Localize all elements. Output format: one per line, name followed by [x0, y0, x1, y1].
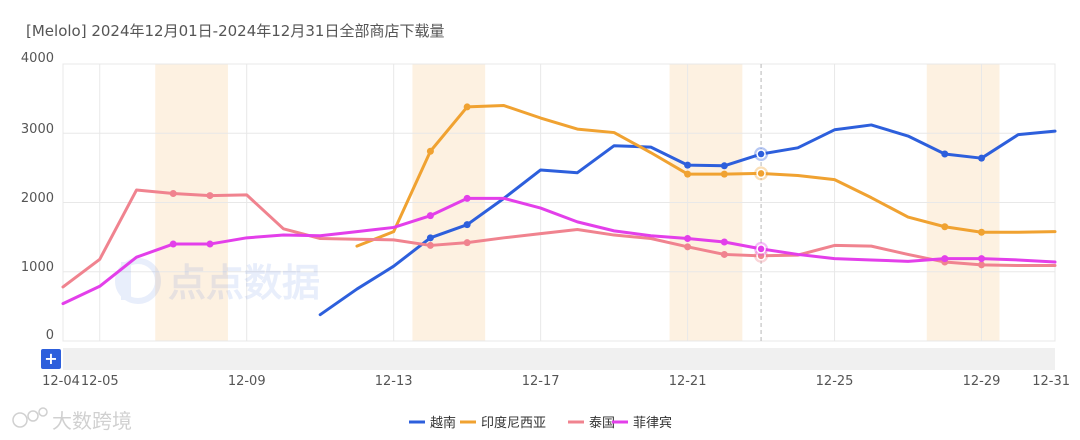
x-tick-label: 12-13: [375, 374, 413, 389]
data-point-indonesia[interactable]: [941, 223, 949, 231]
corner-logo-icon: [12, 407, 48, 428]
data-point-philippines[interactable]: [941, 255, 949, 263]
series-points: [169, 103, 986, 269]
legend-label-thailand[interactable]: 泰国: [589, 416, 615, 431]
data-point-philippines[interactable]: [463, 194, 471, 202]
x-tick-label: 12-05: [81, 374, 119, 389]
legend-label-indonesia[interactable]: 印度尼西亚: [481, 415, 546, 431]
series-line-philippines[interactable]: [61, 196, 1057, 306]
data-point-indonesia[interactable]: [978, 228, 986, 236]
data-point-vietnam[interactable]: [426, 234, 434, 242]
x-tick-label: 12-31: [1032, 374, 1070, 389]
data-point-indonesia[interactable]: [426, 147, 434, 155]
zoom-in-button[interactable]: [41, 349, 61, 369]
data-point-thailand[interactable]: [978, 261, 986, 269]
y-tick-label: 3000: [21, 122, 54, 137]
y-tick-label: 0: [46, 328, 54, 343]
range-navigator: +: [41, 348, 1055, 370]
data-point-thailand[interactable]: [426, 241, 434, 249]
data-point-thailand[interactable]: [169, 189, 177, 197]
watermark: 点点数据: [115, 258, 320, 305]
series-line-thailand[interactable]: [61, 188, 1057, 289]
y-tick-label: 4000: [21, 51, 54, 66]
legend-label-philippines[interactable]: 菲律宾: [633, 415, 672, 431]
data-point-indonesia[interactable]: [463, 103, 471, 111]
data-point-philippines[interactable]: [169, 240, 177, 248]
data-point-philippines[interactable]: [206, 240, 214, 248]
navigator-track[interactable]: [63, 348, 1055, 370]
hover-point-philippines[interactable]: [756, 244, 766, 254]
x-axis-labels: 12-04 12-05 12-09 12-13 12-17 12-21 12-25 12-29…: [42, 374, 1070, 389]
data-point-thailand[interactable]: [463, 239, 471, 247]
x-tick-label: 12-09: [228, 374, 266, 389]
grid-lines: [62, 63, 1056, 342]
corner-watermark-text: 大数跨境: [52, 409, 132, 433]
x-tick-label: 12-21: [669, 374, 707, 389]
data-point-philippines[interactable]: [978, 255, 986, 263]
watermark-text: 点点数据: [168, 261, 320, 305]
hover-point-vietnam[interactable]: [756, 149, 766, 159]
series-line-indonesia[interactable]: [355, 104, 1057, 248]
data-point-vietnam[interactable]: [463, 221, 471, 229]
hover-point-indonesia[interactable]: [756, 168, 766, 179]
x-tick-label: 12-04: [42, 374, 80, 389]
data-point-vietnam[interactable]: [684, 161, 692, 169]
x-tick-label: 12-29: [963, 374, 1001, 389]
legend-label-vietnam[interactable]: 越南: [430, 415, 456, 431]
data-point-thailand[interactable]: [206, 192, 214, 200]
y-axis-labels: 0 1000 2000 3000 4000: [21, 51, 54, 343]
data-point-philippines[interactable]: [720, 238, 728, 246]
data-point-vietnam[interactable]: [941, 150, 949, 158]
x-tick-label: 12-17: [522, 374, 560, 389]
corner-watermark: 大数跨境: [12, 407, 132, 433]
data-point-indonesia[interactable]: [720, 170, 728, 178]
chart-title: [Melolo] 2024年12月01日-2024年12月31日全部商店下载量: [26, 22, 445, 40]
x-tick-label: 12-25: [816, 374, 854, 389]
data-point-philippines[interactable]: [684, 235, 692, 243]
legend: 越南 印度尼西亚 泰国 菲律宾: [409, 415, 672, 431]
data-point-vietnam[interactable]: [720, 162, 728, 170]
y-tick-label: 2000: [21, 191, 54, 206]
data-point-thailand[interactable]: [684, 243, 692, 251]
data-point-vietnam[interactable]: [978, 154, 986, 162]
data-point-philippines[interactable]: [426, 212, 434, 220]
plus-icon: +: [44, 349, 57, 368]
data-point-thailand[interactable]: [720, 250, 728, 258]
y-tick-label: 1000: [21, 260, 54, 275]
watermark-logo-icon: [115, 258, 161, 304]
data-point-indonesia[interactable]: [684, 170, 692, 178]
